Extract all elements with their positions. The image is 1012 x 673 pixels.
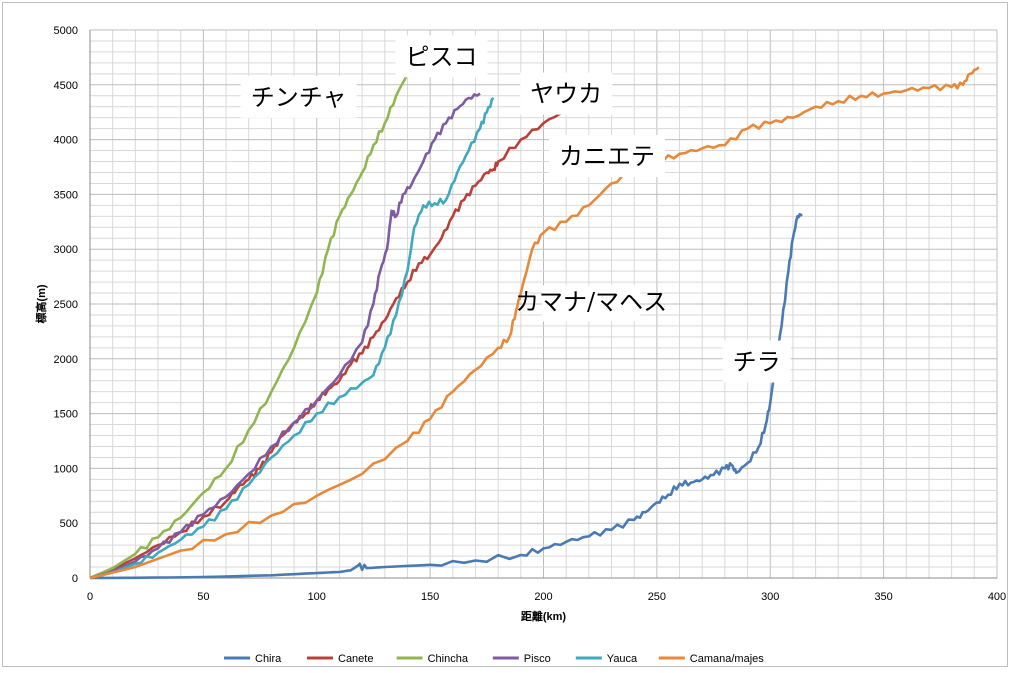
x-tick-label: 250 bbox=[648, 591, 666, 603]
y-tick-label: 2000 bbox=[54, 354, 78, 366]
annotation-box bbox=[542, 285, 641, 322]
y-tick-label: 500 bbox=[60, 518, 78, 530]
x-tick-label: 400 bbox=[988, 591, 1006, 603]
annotation-box bbox=[395, 35, 488, 78]
elevation-profile-chart: 0 50 100 150 200 250 300 350 4000500100015002000… bbox=[34, 25, 1007, 665]
annotation-box bbox=[520, 72, 613, 115]
y-tick-label: 3500 bbox=[54, 189, 78, 201]
y-tick-label: 5000 bbox=[54, 25, 78, 37]
series-line-camana-majes bbox=[89, 66, 980, 580]
annotation-label: カニエテ bbox=[559, 143, 655, 171]
y-axis-title: 標高(m) bbox=[34, 284, 48, 323]
legend-label: Canete bbox=[338, 653, 373, 665]
legend-label: Pisco bbox=[524, 653, 551, 665]
x-tick-label: 0 bbox=[87, 591, 93, 603]
y-tick-label: 4000 bbox=[54, 135, 78, 147]
series-line-yauca bbox=[89, 96, 495, 580]
series-line-canete bbox=[89, 97, 590, 580]
x-tick-label: 100 bbox=[308, 591, 326, 603]
legend-label: Yauca bbox=[607, 653, 638, 665]
y-tick-label: 1000 bbox=[54, 463, 78, 475]
y-tick-label: 3000 bbox=[54, 244, 78, 256]
annotation-box bbox=[722, 340, 791, 383]
annotation-box bbox=[240, 75, 357, 118]
y-tick-label: 2500 bbox=[54, 299, 78, 311]
grid bbox=[89, 29, 998, 579]
annotation-box bbox=[548, 135, 665, 178]
legend-label: Chira bbox=[255, 653, 282, 665]
y-tick-label: 4500 bbox=[54, 80, 78, 92]
x-axis-title: 距離(km) bbox=[521, 609, 567, 623]
x-tick-label: 50 bbox=[197, 591, 209, 603]
y-tick-label: 0 bbox=[72, 573, 78, 585]
x-tick-label: 350 bbox=[874, 591, 892, 603]
annotation-label: カマナ/マヘス bbox=[515, 288, 667, 316]
y-tick-label: 1500 bbox=[54, 409, 78, 421]
x-tick-label: 200 bbox=[534, 591, 552, 603]
axes: 0 50 100 150 200 250 300 350 4000500100015002000… bbox=[54, 25, 1007, 603]
series-line-chincha bbox=[89, 67, 413, 580]
x-tick-label: 300 bbox=[761, 591, 779, 603]
series-lines bbox=[89, 66, 980, 580]
legend-label: Chincha bbox=[428, 653, 469, 665]
annotation-label: ピスコ bbox=[405, 43, 477, 71]
series-line-chira bbox=[89, 212, 803, 580]
legend-label: Camana/majes bbox=[690, 653, 764, 665]
annotation-label: チラ bbox=[733, 348, 781, 376]
annotation-label: チンチャ bbox=[251, 83, 347, 111]
x-tick-label: 150 bbox=[421, 591, 439, 603]
legend: Chira Canete Chincha Pisco Yauca Camana/majes bbox=[224, 653, 764, 665]
series-line-pisco bbox=[89, 92, 481, 580]
annotation-label: ヤウカ bbox=[530, 80, 602, 108]
